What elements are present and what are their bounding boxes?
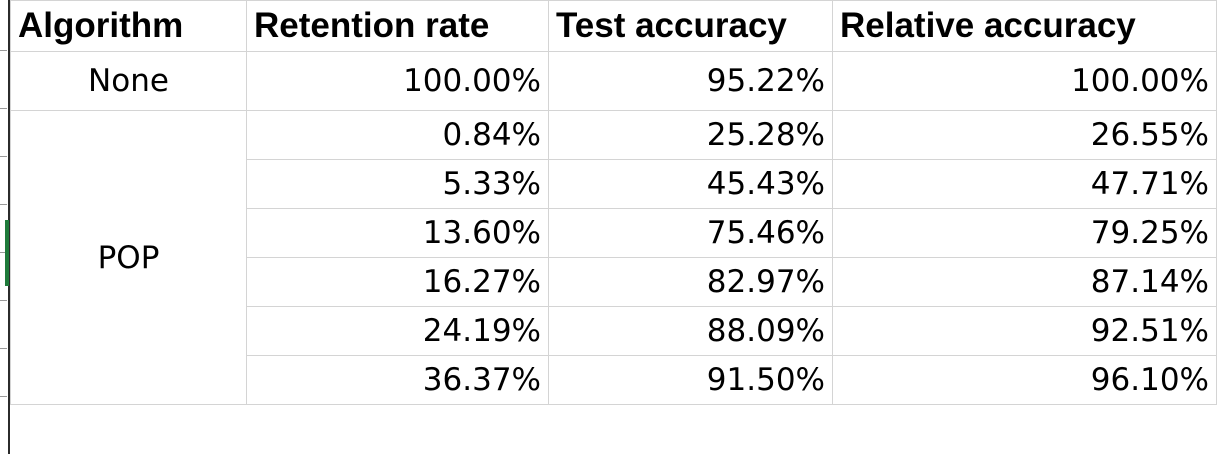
selected-row-marker [5, 220, 9, 286]
header-retention-rate[interactable]: Retention rate [246, 0, 549, 52]
test-accuracy-cell[interactable]: 45.43% [548, 159, 833, 209]
relative-accuracy-cell[interactable]: 96.10% [832, 355, 1217, 405]
relative-accuracy-cell[interactable]: 26.55% [832, 110, 1217, 160]
table-row: 5.33% 45.43% 47.71% [11, 159, 1217, 209]
relative-accuracy-cell[interactable]: 47.71% [832, 159, 1217, 209]
algorithm-cell[interactable]: POP [10, 110, 247, 405]
table-row: 36.37% 91.50% 96.10% [11, 355, 1217, 405]
row-divider [0, 300, 7, 301]
header-algorithm[interactable]: Algorithm [10, 0, 247, 52]
test-accuracy-cell[interactable]: 91.50% [548, 355, 833, 405]
header-relative-accuracy[interactable]: Relative accuracy [832, 0, 1217, 52]
retention-rate-cell[interactable]: 13.60% [246, 208, 549, 258]
row-divider [0, 156, 7, 157]
relative-accuracy-cell[interactable]: 79.25% [832, 208, 1217, 258]
results-table: Algorithm Retention rate Test accuracy R… [10, 0, 1217, 405]
relative-accuracy-cell[interactable]: 87.14% [832, 257, 1217, 307]
row-divider [0, 204, 7, 205]
retention-rate-cell[interactable]: 5.33% [246, 159, 549, 209]
table-row: 16.27% 82.97% 87.14% [11, 257, 1217, 307]
test-accuracy-cell[interactable]: 95.22% [548, 51, 833, 111]
row-divider [0, 50, 7, 51]
row-divider [0, 348, 7, 349]
row-divider [0, 252, 7, 253]
retention-rate-cell[interactable]: 16.27% [246, 257, 549, 307]
algorithm-cell[interactable]: None [10, 51, 247, 111]
test-accuracy-cell[interactable]: 88.09% [548, 306, 833, 356]
relative-accuracy-cell[interactable]: 92.51% [832, 306, 1217, 356]
row-header-gutter[interactable] [0, 0, 10, 454]
row-divider [0, 108, 7, 109]
test-accuracy-cell[interactable]: 25.28% [548, 110, 833, 160]
test-accuracy-cell[interactable]: 75.46% [548, 208, 833, 258]
retention-rate-cell[interactable]: 24.19% [246, 306, 549, 356]
header-test-accuracy[interactable]: Test accuracy [548, 0, 833, 52]
row-divider [0, 396, 7, 397]
retention-rate-cell[interactable]: 100.00% [246, 51, 549, 111]
table-row: POP 0.84% 25.28% 26.55% [10, 110, 1217, 405]
test-accuracy-cell[interactable]: 82.97% [548, 257, 833, 307]
retention-rate-cell[interactable]: 36.37% [246, 355, 549, 405]
table-row: None 100.00% 95.22% 100.00% [10, 51, 1217, 111]
header-row: Algorithm Retention rate Test accuracy R… [10, 0, 1217, 52]
relative-accuracy-cell[interactable]: 100.00% [832, 51, 1217, 111]
retention-rate-cell[interactable]: 0.84% [246, 110, 549, 160]
